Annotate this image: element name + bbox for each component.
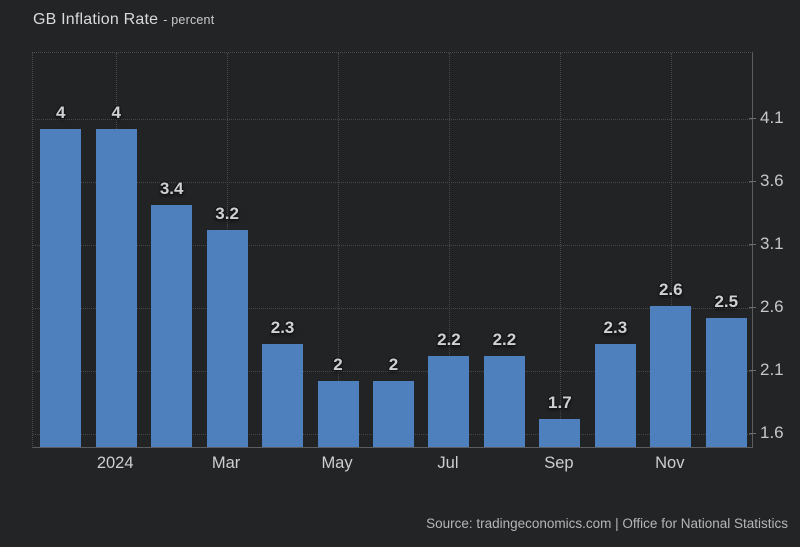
y-axis-tick: [749, 117, 756, 119]
y-axis-label: 1.6: [760, 422, 784, 442]
data-bar[interactable]: [539, 419, 581, 447]
x-axis-label: May: [321, 454, 353, 472]
x-gridline: [670, 53, 672, 447]
data-bar[interactable]: [372, 381, 414, 447]
x-gridline: [559, 53, 561, 447]
bar-value-label: 2.3: [270, 317, 295, 337]
x-axis-label: 2024: [96, 454, 134, 472]
data-bar[interactable]: [705, 318, 747, 447]
chart-subtitle: - percent: [163, 13, 215, 27]
y-axis-label: 3.6: [760, 170, 784, 190]
x-axis-label: Mar: [211, 454, 241, 472]
x-axis-label: Sep: [544, 454, 574, 472]
y-axis-label: 3.1: [760, 233, 784, 253]
y-gridline: [33, 181, 752, 183]
bar-value-label: 2.2: [492, 330, 517, 350]
bar-value-label: 1.7: [548, 393, 572, 413]
data-bar[interactable]: [206, 230, 248, 447]
data-bar[interactable]: [483, 356, 525, 447]
data-bar[interactable]: [262, 343, 304, 447]
bar-value-label: 2.3: [603, 317, 628, 337]
y-axis-tick: [749, 369, 756, 371]
y-gridline: [33, 244, 752, 246]
y-axis-label: 2.6: [760, 296, 784, 316]
bar-value-label: 4: [55, 103, 66, 123]
data-bar[interactable]: [151, 204, 193, 447]
bar-value-label: 2: [388, 355, 399, 375]
x-gridline: [338, 53, 340, 447]
source-attribution: Source: tradingeconomics.com | Office fo…: [426, 516, 788, 531]
y-axis-label: 4.1: [760, 107, 784, 127]
plot-area: 4 4 3.4 3.2 2.3 2 2 2.2 2.2 1.7 2.3 2.6 2.5: [32, 52, 753, 448]
data-bar[interactable]: [95, 129, 137, 447]
y-gridline: [33, 370, 752, 372]
chart-title: GB Inflation Rate: [33, 11, 159, 28]
data-bar[interactable]: [317, 381, 359, 447]
y-axis-label: 2.1: [760, 359, 784, 379]
y-axis-tick: [749, 432, 756, 434]
bar-value-label: 2.2: [437, 330, 461, 350]
bar-value-label: 2: [333, 355, 343, 375]
bar-value-label: 2.6: [658, 279, 683, 299]
data-bar[interactable]: [594, 343, 636, 447]
x-axis-label: Nov: [655, 454, 685, 472]
bar-value-label: 4: [111, 103, 121, 123]
y-axis-tick: [749, 306, 756, 308]
bar-value-label: 3.2: [215, 204, 239, 224]
data-bar[interactable]: [428, 356, 470, 447]
data-bar[interactable]: [40, 129, 82, 447]
y-gridline: [33, 118, 752, 120]
y-axis-tick: [749, 180, 756, 182]
x-axis-label: Jul: [437, 454, 459, 472]
y-gridline: [33, 307, 752, 309]
y-axis-tick: [749, 243, 756, 245]
bar-value-label: 2.5: [714, 292, 739, 312]
chart-title-row: GB Inflation Rate - percent: [33, 11, 214, 29]
x-gridline: [448, 53, 450, 447]
bar-value-label: 3.4: [159, 178, 184, 198]
data-bar[interactable]: [650, 305, 692, 447]
